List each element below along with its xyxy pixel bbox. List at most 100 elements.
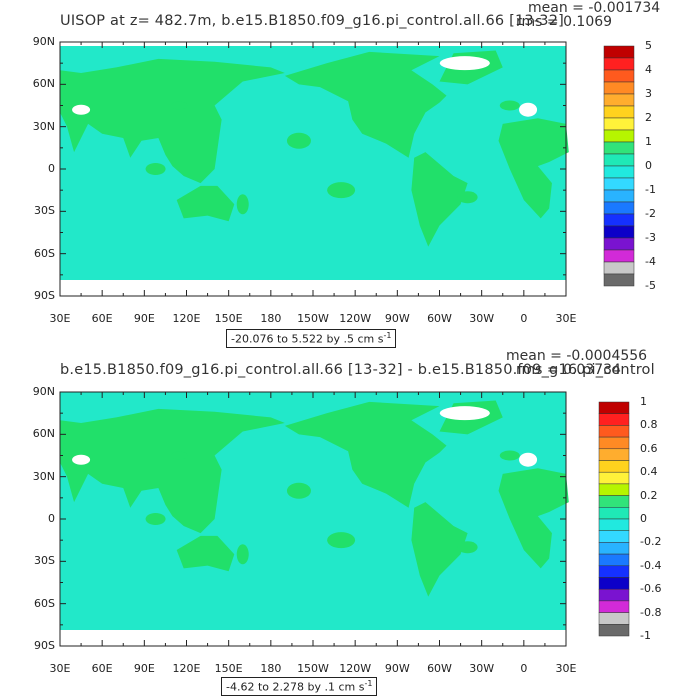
x-tick-label: 90E bbox=[133, 662, 155, 675]
y-tick-label: 30N bbox=[32, 469, 55, 483]
colorbar-label: 4 bbox=[645, 63, 652, 76]
colorbar-swatch bbox=[603, 237, 635, 251]
colorbar-swatch bbox=[598, 588, 630, 602]
x-tick-label: 30E bbox=[555, 312, 577, 325]
x-tick-label: 150E bbox=[214, 662, 243, 675]
colorbar-swatch bbox=[603, 93, 635, 107]
field-patch bbox=[145, 513, 166, 525]
x-tick-label: 60W bbox=[427, 312, 452, 325]
colorbar-swatch bbox=[598, 624, 630, 637]
colorbar-swatch bbox=[598, 425, 630, 438]
y-tick-label: 60N bbox=[32, 77, 55, 91]
colorbar-swatch bbox=[598, 518, 630, 531]
colorbar-swatch bbox=[598, 542, 630, 555]
panel-title: UISOP at z= 482.7m, b.e15.B1850.f09_g16.… bbox=[60, 13, 564, 29]
colorbar-label: 0.6 bbox=[640, 441, 658, 455]
y-tick-label: 90S bbox=[34, 289, 55, 302]
continent-shape bbox=[411, 502, 468, 597]
colorbar-swatch bbox=[598, 577, 630, 590]
x-tick-label: 0 bbox=[520, 662, 528, 675]
masked-region bbox=[72, 454, 91, 465]
continent-shape bbox=[498, 468, 569, 569]
continent-shape bbox=[176, 185, 235, 222]
field-patch bbox=[499, 100, 520, 111]
colorbar-label: 5 bbox=[645, 39, 652, 52]
colorbar-swatch bbox=[603, 189, 635, 203]
contour-range-label: -4.62 to 2.278 by .1 cm s-1 bbox=[221, 677, 378, 696]
masked-region bbox=[519, 452, 538, 467]
x-tick-label: 150E bbox=[214, 312, 243, 325]
colorbar-label: 0.4 bbox=[640, 465, 658, 479]
colorbar-swatch bbox=[598, 483, 630, 496]
y-tick-label: 30N bbox=[32, 119, 55, 133]
colorbar-swatch bbox=[598, 495, 630, 508]
colorbar-label: -5 bbox=[645, 279, 656, 292]
colorbar-label: -0.8 bbox=[640, 605, 662, 619]
field-patch bbox=[457, 191, 478, 204]
x-tick-label: 60E bbox=[91, 312, 113, 325]
colorbar-label: 0 bbox=[640, 512, 647, 525]
x-tick-label: 30E bbox=[49, 662, 71, 675]
field-patch bbox=[286, 132, 311, 149]
colorbar-label: 3 bbox=[645, 87, 652, 100]
y-tick-label: 90S bbox=[34, 639, 55, 652]
field-patch bbox=[457, 541, 478, 554]
colorbar-label: 0.8 bbox=[640, 418, 658, 432]
x-tick-label: 120W bbox=[339, 662, 372, 675]
colorbar-swatch bbox=[603, 249, 635, 263]
panel-title: b.e15.B1850.f09_g16.pi_control.all.66 [1… bbox=[60, 362, 655, 378]
colorbar-swatch bbox=[598, 436, 630, 450]
masked-region bbox=[519, 102, 538, 117]
colorbar-swatch bbox=[598, 507, 630, 520]
colorbar-swatch bbox=[598, 401, 630, 414]
x-tick-label: 90E bbox=[133, 312, 155, 325]
x-tick-label: 90W bbox=[384, 312, 410, 325]
colorbar-label: 1 bbox=[645, 135, 652, 148]
range-text: -20.076 to 5.522 by .5 cm s bbox=[231, 332, 384, 346]
masked-region bbox=[439, 406, 490, 421]
field-patch bbox=[236, 194, 249, 215]
colorbar-swatch bbox=[603, 177, 635, 191]
colorbar-swatch bbox=[598, 612, 630, 625]
x-tick-label: 180 bbox=[260, 312, 282, 325]
mean-value: mean = -0.001734 bbox=[528, 0, 661, 16]
colorbar-swatch bbox=[598, 600, 630, 613]
x-tick-label: 0 bbox=[520, 312, 528, 325]
range-unit-sup: -1 bbox=[383, 331, 392, 340]
map-plot bbox=[59, 41, 635, 297]
colorbar-swatch bbox=[603, 141, 635, 155]
rms-value: rms = 0.1069 bbox=[516, 14, 613, 30]
x-tick-label: 30E bbox=[49, 312, 71, 325]
y-tick-label: 30S bbox=[34, 204, 55, 218]
x-tick-label: 30E bbox=[555, 662, 577, 675]
colorbar-swatch bbox=[603, 261, 635, 275]
continent-shape bbox=[60, 408, 285, 534]
colorbar-label: 0.2 bbox=[640, 488, 658, 502]
map-panel-bottom: b.e15.B1850.f09_g16.pi_control.all.66 [1… bbox=[0, 348, 700, 700]
masked-region bbox=[72, 104, 91, 115]
colorbar-swatch bbox=[598, 413, 630, 426]
y-tick-label: 30S bbox=[34, 554, 55, 568]
colorbar-swatch bbox=[603, 45, 635, 59]
mean-value: mean = -0.0004556 bbox=[506, 348, 648, 364]
continent-shape bbox=[284, 51, 447, 158]
rms-value: rms = 0.03734 bbox=[516, 362, 621, 378]
colorbar-swatch bbox=[603, 57, 635, 71]
continent-shape bbox=[176, 535, 235, 572]
map-plot bbox=[59, 391, 630, 647]
colorbar-label: -1 bbox=[640, 629, 651, 642]
y-tick-label: 0 bbox=[48, 512, 55, 525]
colorbar-label: -0.2 bbox=[640, 535, 662, 549]
colorbar-swatch bbox=[603, 273, 635, 287]
contour-range-label: -20.076 to 5.522 by .5 cm s-1 bbox=[226, 329, 397, 348]
field-patch bbox=[145, 163, 166, 175]
colorbar-label: 2 bbox=[645, 111, 652, 124]
x-tick-label: 90W bbox=[384, 662, 410, 675]
range-text: -4.62 to 2.278 by .1 cm s bbox=[226, 680, 365, 694]
field-patch bbox=[499, 450, 520, 461]
colorbar-swatch bbox=[603, 201, 635, 215]
colorbar-label: -0.4 bbox=[640, 558, 662, 572]
continent-shape bbox=[498, 118, 569, 219]
continent-shape bbox=[60, 58, 285, 184]
colorbar-label: -3 bbox=[645, 231, 656, 244]
